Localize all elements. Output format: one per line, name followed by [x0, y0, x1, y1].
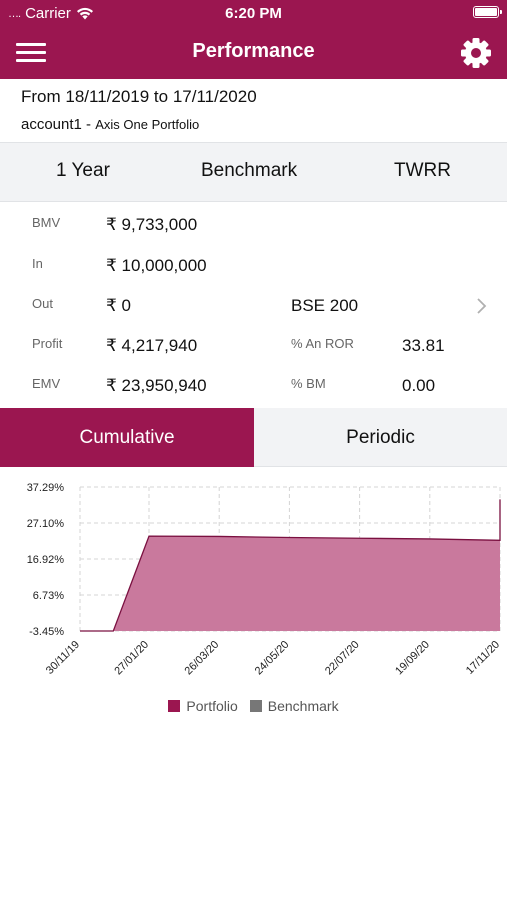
gear-icon [461, 38, 491, 68]
status-bar: …. Carrier 6:20 PM [0, 0, 507, 28]
portfolio-name: Axis One Portfolio [95, 117, 200, 132]
bm-label: % BM [291, 376, 326, 391]
carrier-name: Carrier [25, 5, 71, 22]
chevron-right-icon[interactable] [474, 296, 490, 316]
x-tick-label: 24/05/20 [253, 639, 292, 678]
status-time: 6:20 PM [225, 5, 282, 22]
x-tick-label: 30/11/19 [44, 639, 82, 677]
profit-label: Profit [32, 336, 63, 351]
profit-value: ₹ 4,217,940 [106, 336, 198, 355]
tab-periodic[interactable]: Periodic [254, 408, 507, 467]
method-selector[interactable]: TWRR [394, 160, 451, 181]
date-range: From 18/11/2019 to 17/11/2020 [21, 87, 257, 106]
out-label: Out [32, 296, 53, 311]
emv-value: ₹ 23,950,940 [106, 376, 207, 395]
menu-button[interactable] [16, 42, 46, 64]
x-tick-label: 17/11/20 [464, 639, 502, 677]
stats-panel: BMV ₹ 9,733,000 In ₹ 10,000,000 Out ₹ 0 … [0, 202, 507, 408]
legend-label-portfolio: Portfolio [186, 698, 238, 714]
ror-label: % An ROR [291, 336, 354, 351]
tab-cumulative[interactable]: Cumulative [0, 408, 254, 467]
account-line: account1 - Axis One Portfolio [21, 116, 199, 133]
legend-label-benchmark: Benchmark [267, 698, 339, 714]
in-value: ₹ 10,000,000 [106, 256, 207, 275]
filter-bar: 1 Year Benchmark TWRR [0, 142, 507, 202]
y-tick-label: 6.73% [33, 590, 64, 602]
out-value: ₹ 0 [106, 296, 131, 315]
portfolio-line [80, 499, 501, 632]
bmv-value: ₹ 9,733,000 [106, 215, 198, 234]
y-tick-label: 16.92% [27, 554, 65, 566]
x-tick-label: 19/09/20 [393, 639, 432, 678]
period-selector[interactable]: 1 Year [56, 160, 110, 181]
signal-dots-icon: …. [8, 7, 21, 20]
y-tick-label: 27.10% [27, 518, 65, 530]
hamburger-icon [16, 43, 46, 46]
chart-legend: Portfolio Benchmark [0, 698, 507, 714]
legend-item-portfolio: Portfolio [168, 698, 238, 714]
chart-svg: 37.29% 27.10% 16.92% 6.73% -3.45%30/11/19 27/… [27, 482, 502, 678]
x-tick-label: 27/01/20 [112, 639, 151, 678]
y-tick-label: 37.29% [27, 482, 65, 494]
wifi-icon [76, 7, 93, 20]
status-left: …. Carrier [8, 5, 94, 22]
account-name: account1 - [21, 116, 92, 133]
status-right [473, 6, 502, 18]
bmv-label: BMV [32, 215, 61, 230]
nav-bar: Performance [0, 28, 507, 79]
bm-value: 0.00 [402, 376, 436, 395]
ror-value: 33.81 [402, 336, 445, 355]
legend-swatch-portfolio [168, 700, 181, 712]
performance-chart: 37.29% 27.10% 16.92% 6.73% -3.45% 30/11/19 27/… [0, 467, 507, 727]
y-tick-label: -3.45% [29, 626, 64, 638]
benchmark-selector[interactable]: Benchmark [201, 160, 298, 181]
x-tick-label: 26/03/20 [183, 639, 222, 678]
in-label: In [32, 256, 43, 271]
legend-item-benchmark: Benchmark [249, 698, 339, 714]
settings-button[interactable] [459, 36, 493, 70]
emv-label: EMV [32, 376, 61, 391]
legend-swatch-benchmark [249, 700, 262, 712]
x-tick-label: 22/07/20 [323, 639, 362, 678]
chart-tabs: Cumulative Periodic [0, 408, 507, 467]
benchmark-name[interactable]: BSE 200 [291, 296, 359, 315]
portfolio-area [80, 499, 500, 631]
page-title: Performance [192, 40, 315, 62]
battery-icon [473, 6, 502, 18]
